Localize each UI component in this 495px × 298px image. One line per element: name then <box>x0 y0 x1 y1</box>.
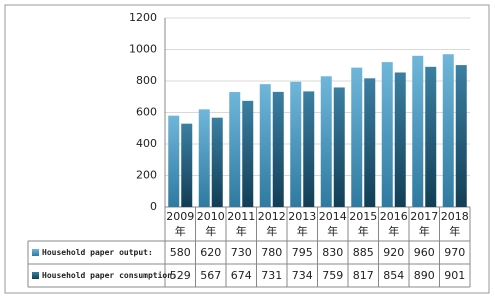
y-tick-label: 200 <box>136 169 157 182</box>
bar <box>412 55 424 207</box>
bar <box>364 78 376 207</box>
bar <box>181 123 193 207</box>
bar <box>394 72 406 208</box>
legend-swatch <box>32 272 39 279</box>
x-tick-label: 2010年 <box>196 210 225 238</box>
table-value: 759 <box>322 269 344 282</box>
bar <box>303 91 315 207</box>
table-value: 920 <box>383 246 405 259</box>
x-tick-label: 2016年 <box>379 210 408 238</box>
table-value: 885 <box>352 246 374 259</box>
table-value: 960 <box>413 246 435 259</box>
frame <box>4 4 490 294</box>
x-tick-label: 2014年 <box>318 210 347 238</box>
y-tick-label: 400 <box>136 137 157 150</box>
table-value: 567 <box>200 269 222 282</box>
table-value: 734 <box>291 269 313 282</box>
legend-swatch <box>32 249 39 256</box>
bar <box>455 65 467 207</box>
x-tick-label: 2015年 <box>349 210 378 238</box>
bar <box>333 87 345 207</box>
bar <box>229 92 241 207</box>
table-value: 817 <box>352 269 374 282</box>
x-tick-label: 2012年 <box>257 210 286 238</box>
x-tick-label: 2013年 <box>288 210 317 238</box>
bar <box>290 81 302 207</box>
y-tick-label: 0 <box>150 200 157 213</box>
table-value: 529 <box>169 269 191 282</box>
legend-label: Household paper consumption: <box>42 271 177 280</box>
table-value: 620 <box>200 246 222 259</box>
table-value: 970 <box>444 246 466 259</box>
bar <box>381 62 393 207</box>
table-value: 674 <box>230 269 252 282</box>
bar <box>351 67 363 207</box>
x-tick-label: 2009年 <box>166 210 195 238</box>
y-tick-label: 1200 <box>129 11 157 24</box>
bar <box>242 100 254 207</box>
bar <box>272 91 284 207</box>
bar <box>425 66 437 207</box>
table-value: 901 <box>444 269 466 282</box>
y-tick-label: 800 <box>136 74 157 87</box>
table-value: 730 <box>230 246 252 259</box>
x-tick-label: 2011年 <box>227 210 256 238</box>
table-value: 854 <box>383 269 405 282</box>
bar <box>211 117 223 207</box>
x-tick-label: 2017年 <box>410 210 439 238</box>
table-value: 780 <box>261 246 283 259</box>
table-value: 580 <box>169 246 191 259</box>
bar <box>442 54 454 207</box>
legend-label: Household paper output: <box>42 248 153 257</box>
x-tick-label: 2018年 <box>440 210 469 238</box>
bar <box>259 84 271 207</box>
y-tick-label: 1000 <box>129 43 157 56</box>
table-value: 795 <box>291 246 313 259</box>
bar <box>320 76 332 208</box>
table-value: 890 <box>413 269 435 282</box>
table-value: 830 <box>322 246 344 259</box>
bar <box>198 109 210 207</box>
bar <box>168 115 180 207</box>
y-tick-label: 600 <box>136 106 157 119</box>
table-value: 731 <box>261 269 283 282</box>
